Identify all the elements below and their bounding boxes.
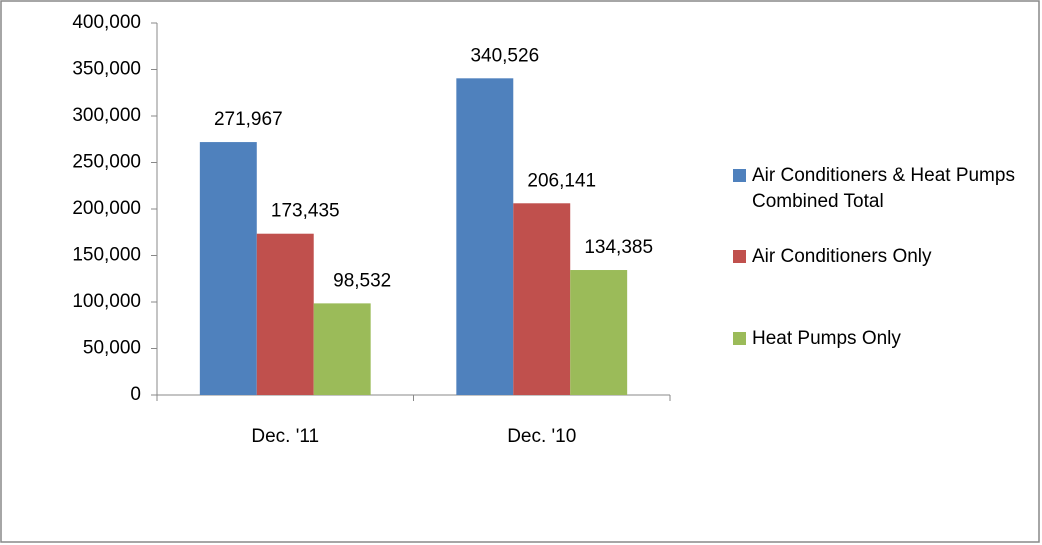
legend-swatch — [733, 332, 746, 345]
y-tick-label: 400,000 — [72, 12, 141, 33]
legend-swatch — [733, 250, 746, 263]
value-label: 271,967 — [214, 109, 283, 130]
bar — [513, 203, 571, 395]
value-label: 134,385 — [584, 237, 653, 258]
legend-label: Air Conditioners Only — [752, 246, 932, 267]
y-tick-label: 300,000 — [72, 105, 141, 126]
value-label: 173,435 — [271, 201, 340, 222]
y-tick-label: 350,000 — [72, 59, 141, 80]
bar — [570, 270, 628, 395]
y-tick-label: 50,000 — [83, 338, 141, 359]
legend-item: Air Conditioners & Heat Pumps Combined T… — [733, 163, 1023, 215]
bar — [313, 303, 371, 395]
legend-item: Air Conditioners Only — [733, 244, 1023, 270]
x-tick-label: Dec. '10 — [507, 426, 576, 447]
value-label: 206,141 — [527, 170, 596, 191]
y-tick-label: 150,000 — [72, 245, 141, 266]
value-label: 340,526 — [470, 45, 539, 66]
legend-label: Air Conditioners & Heat Pumps Combined T… — [752, 165, 1015, 212]
legend-item: Heat Pumps Only — [733, 326, 1023, 352]
legend-swatch — [733, 169, 746, 182]
legend-label: Heat Pumps Only — [752, 328, 901, 349]
bar — [256, 233, 314, 395]
bar — [199, 142, 257, 395]
x-tick-label: Dec. '11 — [251, 426, 319, 447]
value-label: 98,532 — [333, 270, 391, 291]
y-tick-label: 200,000 — [72, 198, 141, 219]
bar — [456, 78, 514, 395]
y-tick-label: 0 — [130, 384, 141, 405]
y-tick-label: 250,000 — [72, 152, 141, 173]
y-tick-label: 100,000 — [72, 291, 141, 312]
